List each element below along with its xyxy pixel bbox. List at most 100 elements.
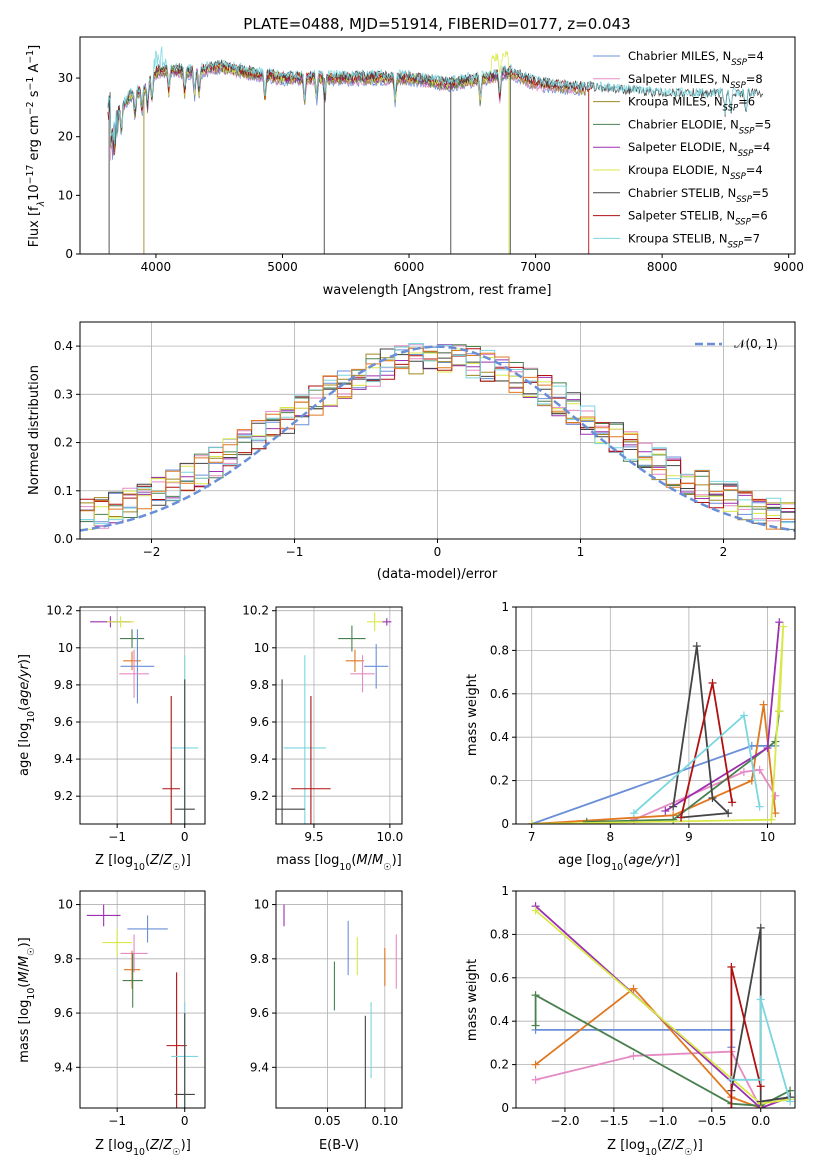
spectrum-panel: 4000 5000 6000 7000 8000 9000 0 10 20 30 Chabrier … <box>25 36 804 298</box>
axes-frame <box>79 890 206 1109</box>
x-axis-label: wavelength [Angstrom, rest frame] <box>323 283 552 298</box>
label-part: ☉ <box>684 1147 692 1158</box>
spectrum-line <box>107 46 758 145</box>
y-axis-label: Flux [fλ10−17 erg cm−2 s−1 A−1] <box>25 45 47 247</box>
label-part: ☉ <box>383 862 391 873</box>
legend-label-main: Kroupa MILES, N <box>628 95 723 109</box>
y-tick-label: 10 <box>58 641 73 655</box>
x-axis-label: (data-model)/error <box>377 567 498 582</box>
label-part: M <box>372 853 383 868</box>
axes-frame <box>79 36 796 255</box>
plot-area <box>283 904 397 1108</box>
weight-line <box>731 999 791 1102</box>
label-part: Z [log <box>95 1138 133 1153</box>
figure-title: PLATE=0488, MJD=51914, FIBERID=0177, z=0… <box>243 15 630 33</box>
label-part: 10 <box>645 1147 657 1158</box>
x-tick-label: 9 <box>685 830 693 844</box>
label-part: age/yr <box>628 853 671 868</box>
legend-label: Salpeter MILES, NSSP=8 <box>628 72 763 91</box>
histogram-panel: −2 −1 0 1 2 0.0 0.1 0.2 0.3 0.4 𝒩(0, 1) (data-model… <box>27 321 796 582</box>
x-tick-label: 4000 <box>141 260 172 274</box>
legend-label-sub: SSP <box>730 81 746 91</box>
axes-frame <box>515 606 796 825</box>
legend-label-main: Kroupa ELODIE, N <box>628 163 730 177</box>
label-part: Z <box>149 853 160 868</box>
y-tick-label: 9.4 <box>250 1060 269 1074</box>
y-tick-label: 0 <box>501 1101 509 1115</box>
y-axis-label: mass weight <box>465 959 480 1041</box>
y-axis-label: age [log10(age/yr)] <box>17 654 37 776</box>
label-part: )] <box>670 853 680 868</box>
y-tick-label: 0.2 <box>54 436 73 450</box>
label-part: 10 <box>339 862 351 873</box>
x-tick-label: 0.10 <box>371 1114 398 1128</box>
x-axis-label: Z [log10(Z/Z☉)] <box>95 853 191 873</box>
legend-label-end: =6 <box>751 209 768 223</box>
y-tick-label: 9.8 <box>250 952 269 966</box>
legend-label-end: =4 <box>753 140 770 154</box>
legend-label-end: =5 <box>752 186 769 200</box>
legend-label: Kroupa ELODIE, NSSP=4 <box>628 163 763 182</box>
legend-label-sub: SSP <box>730 172 746 182</box>
label-part: −1 <box>25 77 36 91</box>
legend-label-sub: SSP <box>731 58 747 68</box>
y-tick-label: 1 <box>501 884 509 898</box>
x-axis-label: mass [log10(M/M☉)] <box>276 853 402 873</box>
label-part: )] <box>392 853 402 868</box>
x-tick-label: 0 <box>434 545 442 559</box>
label-part: Z <box>661 1138 672 1153</box>
legend-label-main: Salpeter MILES, N <box>628 72 730 86</box>
x-tick-label: −1.0 <box>648 1114 677 1128</box>
weight-line <box>531 745 776 824</box>
label-part: / <box>671 1138 676 1153</box>
weight-line <box>531 626 785 824</box>
weight-line <box>535 1050 762 1108</box>
x-tick-label: 9000 <box>773 260 804 274</box>
x-tick-label: −1.5 <box>599 1114 628 1128</box>
label-part: λ <box>36 201 47 208</box>
label-part: 10 <box>27 184 42 201</box>
y-tick-label: 9.6 <box>250 715 269 729</box>
y-tick-label: 0.0 <box>54 532 73 546</box>
legend-label-end: =6 <box>738 95 755 109</box>
mass-vs-ebv-panel: 0.05 0.10 9.4 9.6 9.8 10 E(B-V) <box>250 890 403 1153</box>
legend-label-end: =8 <box>746 72 763 86</box>
legend-label-main: Kroupa STELIB, N <box>628 231 728 245</box>
label-part: )] <box>181 1138 191 1153</box>
label-part: Z <box>674 1138 685 1153</box>
label-part: M <box>356 853 367 868</box>
x-tick-label: 0.05 <box>314 1114 341 1128</box>
legend-label-sub: SSP <box>723 104 739 114</box>
x-tick-label: 5000 <box>267 260 298 274</box>
label-part: mass [log <box>276 853 339 868</box>
label-part: )] <box>17 937 32 947</box>
legend-label: Chabrier ELODIE, NSSP=5 <box>628 117 771 136</box>
y-tick-label: 10 <box>254 898 269 912</box>
x-axis-label: E(B-V) <box>319 1138 359 1153</box>
legend-label: Salpeter STELIB, NSSP=6 <box>628 209 768 228</box>
plot-area <box>276 612 392 824</box>
x-tick-label: −2.0 <box>550 1114 579 1128</box>
x-tick-label: 0.0 <box>751 1114 770 1128</box>
x-tick-label: 8000 <box>647 260 678 274</box>
legend-label-main: Chabrier STELIB, N <box>628 186 736 200</box>
label-part: )] <box>693 1138 703 1153</box>
y-tick-label: 9.4 <box>250 752 269 766</box>
y-axis-label: mass weight <box>465 674 480 756</box>
label-part: ☉ <box>172 1147 180 1158</box>
label-part: Z <box>162 853 173 868</box>
legend-label-end: =5 <box>754 117 771 131</box>
y-tick-label: 9.2 <box>250 789 269 803</box>
plot-area <box>80 343 795 532</box>
label-part: / <box>368 853 373 868</box>
legend-label-sub: SSP <box>739 126 755 136</box>
label-part: age [log <box>17 723 32 776</box>
x-tick-label: 9.5 <box>304 830 323 844</box>
label-part: M <box>17 956 32 967</box>
plot-area <box>90 616 199 824</box>
x-tick-label: 7 <box>528 830 536 844</box>
label-part: ☉ <box>172 862 180 873</box>
weight-line <box>531 704 777 824</box>
